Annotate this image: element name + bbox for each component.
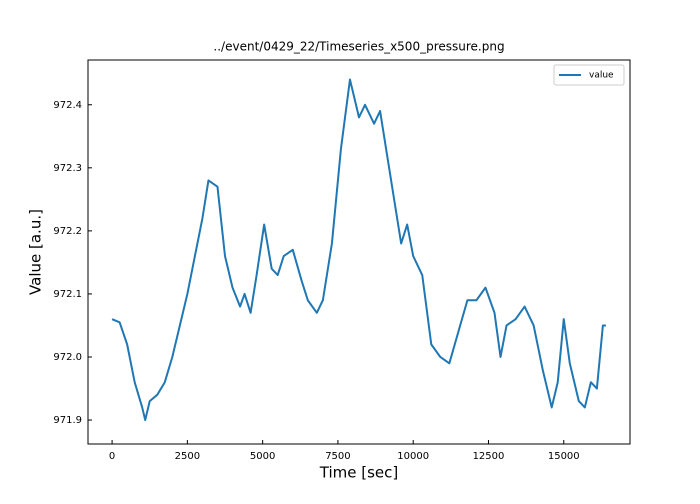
legend-box (553, 64, 625, 86)
x-tick-label: 15000 (548, 451, 580, 462)
chart-title: ../event/0429_22/Timeseries_x500_pressur… (213, 40, 504, 54)
x-tick-label: 10000 (397, 451, 429, 462)
data-line (111, 78, 606, 422)
y-tick-label: 971.9 (53, 415, 82, 426)
x-tick-label: 12500 (473, 451, 505, 462)
x-tick-label: 2500 (175, 451, 200, 462)
y-tick-label: 972.0 (53, 352, 82, 363)
x-tick-label: 5000 (250, 451, 275, 462)
x-tick-label: 0 (109, 451, 115, 462)
x-tick-label: 7500 (325, 451, 350, 462)
legend-label: value (589, 71, 614, 81)
y-tick-label: 972.1 (53, 289, 82, 300)
y-tick-label: 972.3 (53, 163, 82, 174)
y-tick-label: 972.2 (53, 226, 82, 237)
y-axis-label: Value [a.u.] (27, 209, 45, 295)
y-tick-label: 972.4 (53, 100, 82, 111)
plot-frame (87, 59, 631, 445)
x-axis-label: Time [sec] (319, 464, 398, 482)
